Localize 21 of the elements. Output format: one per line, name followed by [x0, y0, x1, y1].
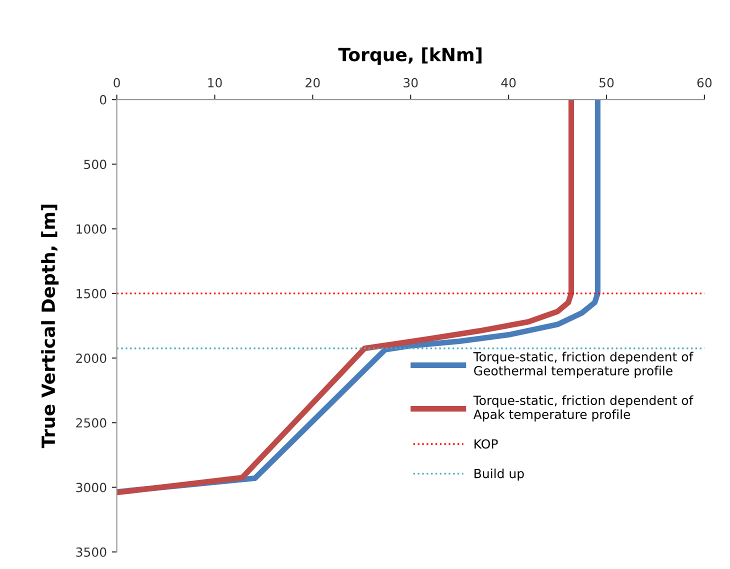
x-tick-label: 0 — [114, 78, 120, 88]
y-tick-label: 2500 — [76, 418, 106, 428]
y-tick-label: 3000 — [76, 482, 106, 492]
y-axis-title: True Vertical Depth, [m] — [41, 204, 59, 448]
x-tick-label: 50 — [600, 78, 614, 88]
y-tick-label: 1000 — [76, 224, 106, 234]
legend-label: Torque-static, friction dependent of Apak temperature profile — [473, 395, 694, 422]
y-tick-label: 2000 — [76, 354, 106, 363]
legend-label: Build up — [474, 468, 524, 481]
legend-label: Torque-static, friction dependent of Geothermal temperature profile — [473, 352, 694, 378]
y-tick-label: 1500 — [76, 288, 106, 298]
y-tick-label: 500 — [84, 160, 106, 170]
x-axis-title: Torque, [kNm] — [338, 47, 482, 65]
x-tick-label: 60 — [697, 78, 712, 88]
x-tick-label: 30 — [404, 78, 418, 88]
x-tick-label: 40 — [501, 78, 516, 88]
x-tick-label: 10 — [208, 78, 222, 88]
legend-label: KOP — [474, 439, 498, 449]
y-tick-label: 0 — [100, 95, 106, 104]
x-tick-label: 20 — [306, 78, 320, 88]
y-tick-label: 3500 — [76, 547, 106, 557]
